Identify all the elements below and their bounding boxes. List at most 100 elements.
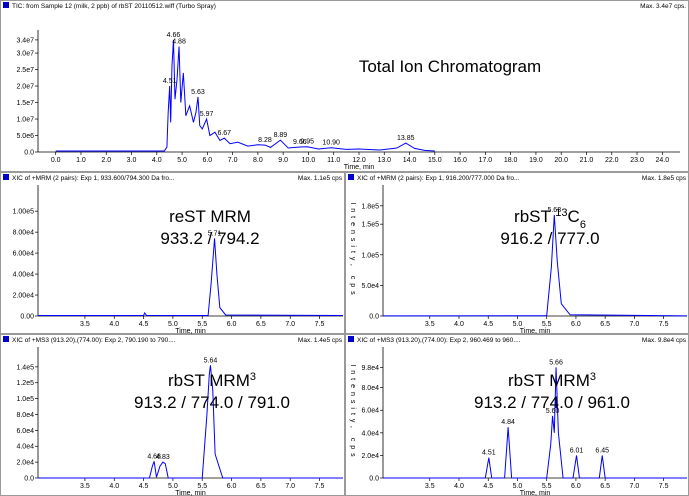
annotation: 916.2 / 777.0 <box>500 229 599 248</box>
panel-frame <box>345 334 689 496</box>
x-tick-label: 22.0 <box>605 157 619 164</box>
x-tick-label: 8.0 <box>253 157 263 164</box>
y-tick-label: 4.0e4 <box>361 430 379 437</box>
y-tick-label: 1.5e7 <box>16 100 34 107</box>
x-tick-label: 5.0 <box>513 321 523 328</box>
x-tick-label: 5.0 <box>168 321 178 328</box>
x-tick-label: 4.0 <box>454 321 464 328</box>
y-tick-label: 9.8e4 <box>361 365 379 372</box>
max-label: Max. 9.8e4 cps <box>642 337 687 344</box>
annotation-part: rbST MRM <box>508 371 590 390</box>
peak-label: 4.88 <box>172 38 186 45</box>
y-tick-label: 6.0e4 <box>361 408 379 415</box>
y-tick-label: 0.0 <box>369 314 379 321</box>
panel-frame <box>0 334 345 496</box>
trace <box>38 238 344 316</box>
peak-label: 5.63 <box>547 207 561 214</box>
annotation-part: rbST <box>514 207 555 226</box>
x-tick-label: 15.0 <box>428 157 442 164</box>
peak-label: 6.67 <box>217 130 231 137</box>
y-tick-label: 0.00 <box>20 314 34 321</box>
annotation-part: 3 <box>590 371 596 383</box>
y-tick-label: 2.5e7 <box>16 67 34 74</box>
peak-label: 13.85 <box>397 135 415 142</box>
x-tick-label: 7.0 <box>285 321 295 328</box>
y-tick-label: 4.0e4 <box>16 444 34 451</box>
annotation-part: 13 <box>555 207 567 219</box>
peak-label: 6.45 <box>595 447 609 454</box>
y-tick-label: 2.0e4 <box>361 453 379 460</box>
annotation: rbST MRM3 <box>508 371 596 390</box>
x-tick-label: 7.0 <box>228 157 238 164</box>
panel-icon <box>3 2 9 8</box>
x-tick-label: 19.0 <box>529 157 543 164</box>
annotation-part: 916.2 / 777.0 <box>500 229 599 248</box>
y-tick-label: 1.2e5 <box>16 380 34 387</box>
y-axis-label: Intensity, cps <box>349 202 356 298</box>
x-tick-label: 7.0 <box>285 483 295 490</box>
x-tick-label: 3.5 <box>80 321 90 328</box>
x-tick-label: 11.0 <box>327 157 340 164</box>
x-tick-label: 4.5 <box>139 483 149 490</box>
x-tick-label: 5.0 <box>168 483 178 490</box>
panel-icon <box>348 174 354 180</box>
peak-label: 6.01 <box>570 447 584 454</box>
x-tick-label: 7.5 <box>659 321 669 328</box>
peak-label: 10.90 <box>322 140 340 147</box>
x-tick-label: 5.5 <box>542 483 552 490</box>
y-tick-label: 3.0e7 <box>16 51 34 58</box>
peak-label: 4.84 <box>501 419 515 426</box>
panel-frame <box>345 172 689 334</box>
x-tick-label: 4.5 <box>483 321 493 328</box>
annotation: rbST MRM3 <box>168 371 256 390</box>
peak-label: 4.83 <box>156 454 170 461</box>
panel-title: XIC of +MRM (2 pairs): Exp 1, 933.600/79… <box>12 175 175 182</box>
y-tick-label: 0.0 <box>369 476 379 483</box>
panel-icon <box>3 336 9 342</box>
x-tick-label: 3.5 <box>425 321 435 328</box>
x-tick-label: 6.5 <box>600 321 610 328</box>
x-tick-label: 3.5 <box>425 483 435 490</box>
trace <box>382 214 688 317</box>
annotation: 913.2 / 774.0 / 961.0 <box>474 393 630 412</box>
annotation: rbST 13C6 <box>514 207 586 231</box>
trace <box>55 39 435 152</box>
x-axis-label: Time, min <box>520 490 551 496</box>
x-tick-label: 6.5 <box>256 321 266 328</box>
x-tick-label: 3.0 <box>127 157 137 164</box>
x-tick-label: 16.0 <box>453 157 467 164</box>
x-tick-label: 5.5 <box>197 321 207 328</box>
max-label: Max. 1.4e5 cps <box>298 337 343 344</box>
x-tick-label: 4.0 <box>109 483 119 490</box>
x-tick-label: 23.0 <box>630 157 644 164</box>
peak-label: 9.66 <box>293 139 307 146</box>
x-tick-label: 7.5 <box>659 483 669 490</box>
x-tick-label: 6.5 <box>600 483 610 490</box>
y-tick-label: 1.8e5 <box>361 203 379 210</box>
y-tick-label: 6.0e4 <box>16 428 34 435</box>
x-tick-label: 2.0 <box>101 157 111 164</box>
y-tick-label: 1.00e5 <box>13 209 35 216</box>
x-tick-label: 4.0 <box>454 483 464 490</box>
peak-label: 8.89 <box>274 132 288 139</box>
trace <box>383 367 687 479</box>
x-tick-label: 7.0 <box>630 321 640 328</box>
peak-label: 5.60 <box>546 408 560 415</box>
y-tick-label: 2.0e7 <box>16 84 34 91</box>
panel-icon <box>348 336 354 342</box>
annotation-part: 6 <box>580 219 586 231</box>
x-tick-label: 9.0 <box>278 157 288 164</box>
peak-label: 4.51 <box>163 78 177 85</box>
y-tick-label: 8.0e4 <box>361 385 379 392</box>
x-tick-label: 4.5 <box>139 321 149 328</box>
y-tick-label: 6.00e4 <box>13 251 35 258</box>
y-tick-label: 8.00e4 <box>13 230 35 237</box>
annotation: Total Ion Chromatogram <box>359 57 541 76</box>
x-tick-label: 4.0 <box>152 157 162 164</box>
x-tick-label: 10.0 <box>302 157 316 164</box>
annotation-part: Total Ion Chromatogram <box>359 57 541 76</box>
x-tick-label: 6.0 <box>202 157 212 164</box>
y-tick-label: 4.00e4 <box>13 272 35 279</box>
y-tick-label: 5.0e4 <box>361 283 379 290</box>
